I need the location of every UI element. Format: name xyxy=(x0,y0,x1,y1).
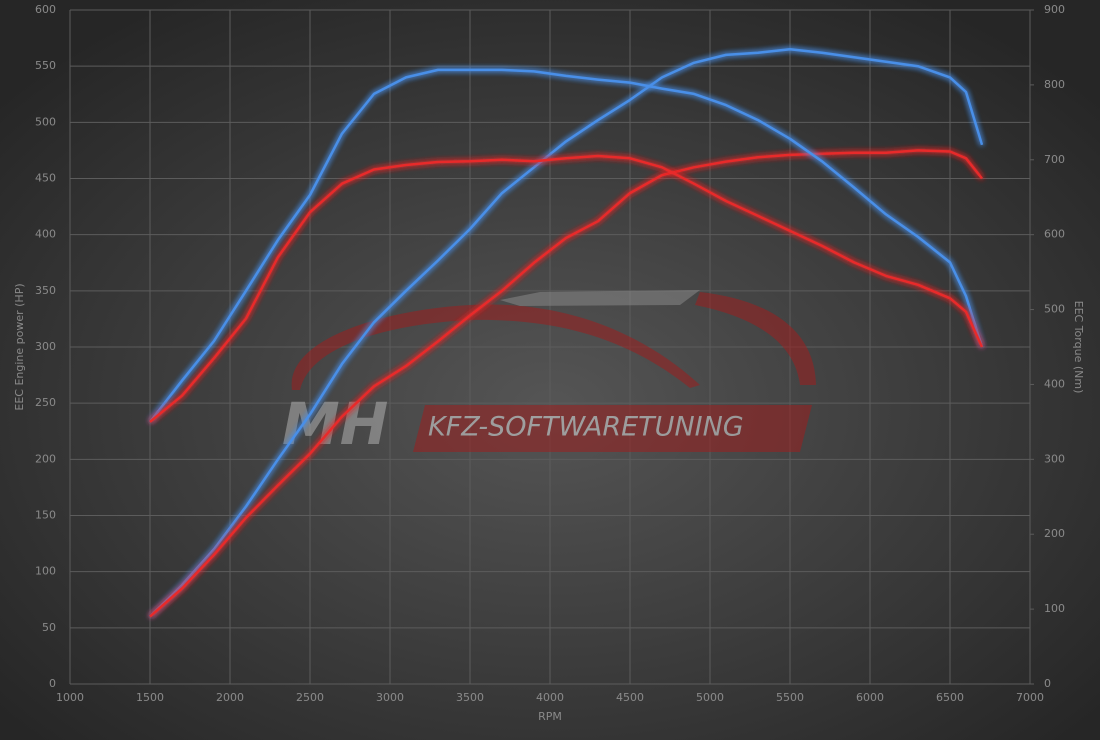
y-tick-label: 450 xyxy=(35,172,56,185)
x-tick-label: 4000 xyxy=(536,691,564,704)
logo-arc xyxy=(695,292,816,385)
y-tick-label: 150 xyxy=(35,509,56,522)
x-tick-label: 7000 xyxy=(1016,691,1044,704)
series-line xyxy=(149,48,984,618)
x-axis-title: RPM xyxy=(538,710,562,723)
y2-axis-title: EEC Torque (Nm) xyxy=(1072,301,1085,394)
y-tick-label: 400 xyxy=(35,228,56,241)
x-tick-label: 3000 xyxy=(376,691,404,704)
y2-tick-label: 200 xyxy=(1044,527,1065,540)
x-tick-label: 2500 xyxy=(296,691,324,704)
series-line xyxy=(149,68,984,423)
watermark: MH KFZ-SOFTWARETUNING xyxy=(282,290,816,458)
y-tick-label: 100 xyxy=(35,565,56,578)
series-line xyxy=(149,154,984,423)
y-tick-label: 300 xyxy=(35,340,56,353)
y-tick-label: 550 xyxy=(35,59,56,72)
y-tick-label: 500 xyxy=(35,115,56,128)
y2-tick-label: 600 xyxy=(1044,228,1065,241)
y2-tick-label: 100 xyxy=(1044,602,1065,615)
y-tick-label: 0 xyxy=(49,677,56,690)
y2-tick-label: 500 xyxy=(1044,303,1065,316)
y2-tick-label: 700 xyxy=(1044,153,1065,166)
x-tick-label: 5000 xyxy=(696,691,724,704)
y2-tick-label: 900 xyxy=(1044,3,1065,16)
logo-banner xyxy=(413,405,812,452)
y2-tick-label: 300 xyxy=(1044,452,1065,465)
x-tick-label: 3500 xyxy=(456,691,484,704)
x-tick-label: 1000 xyxy=(56,691,84,704)
x-tick-label: 4500 xyxy=(616,691,644,704)
logo-text: KFZ-SOFTWARETUNING xyxy=(428,412,744,443)
x-tick-label: 1500 xyxy=(136,691,164,704)
logo-roof xyxy=(500,290,700,306)
logo-car xyxy=(291,304,700,390)
y-tick-label: 50 xyxy=(42,621,56,634)
y-tick-label: 600 xyxy=(35,3,56,16)
y2-tick-label: 800 xyxy=(1044,78,1065,91)
y2-tick-label: 400 xyxy=(1044,377,1065,390)
y2-tick-label: 0 xyxy=(1044,677,1051,690)
x-tick-label: 5500 xyxy=(776,691,804,704)
x-tick-label: 6500 xyxy=(936,691,964,704)
y-tick-label: 250 xyxy=(35,396,56,409)
x-tick-label: 2000 xyxy=(216,691,244,704)
y-tick-label: 350 xyxy=(35,284,56,297)
y-axis-title: EEC Engine power (HP) xyxy=(13,283,26,410)
y-tick-label: 200 xyxy=(35,452,56,465)
x-tick-label: 6000 xyxy=(856,691,884,704)
series-line xyxy=(149,149,983,618)
